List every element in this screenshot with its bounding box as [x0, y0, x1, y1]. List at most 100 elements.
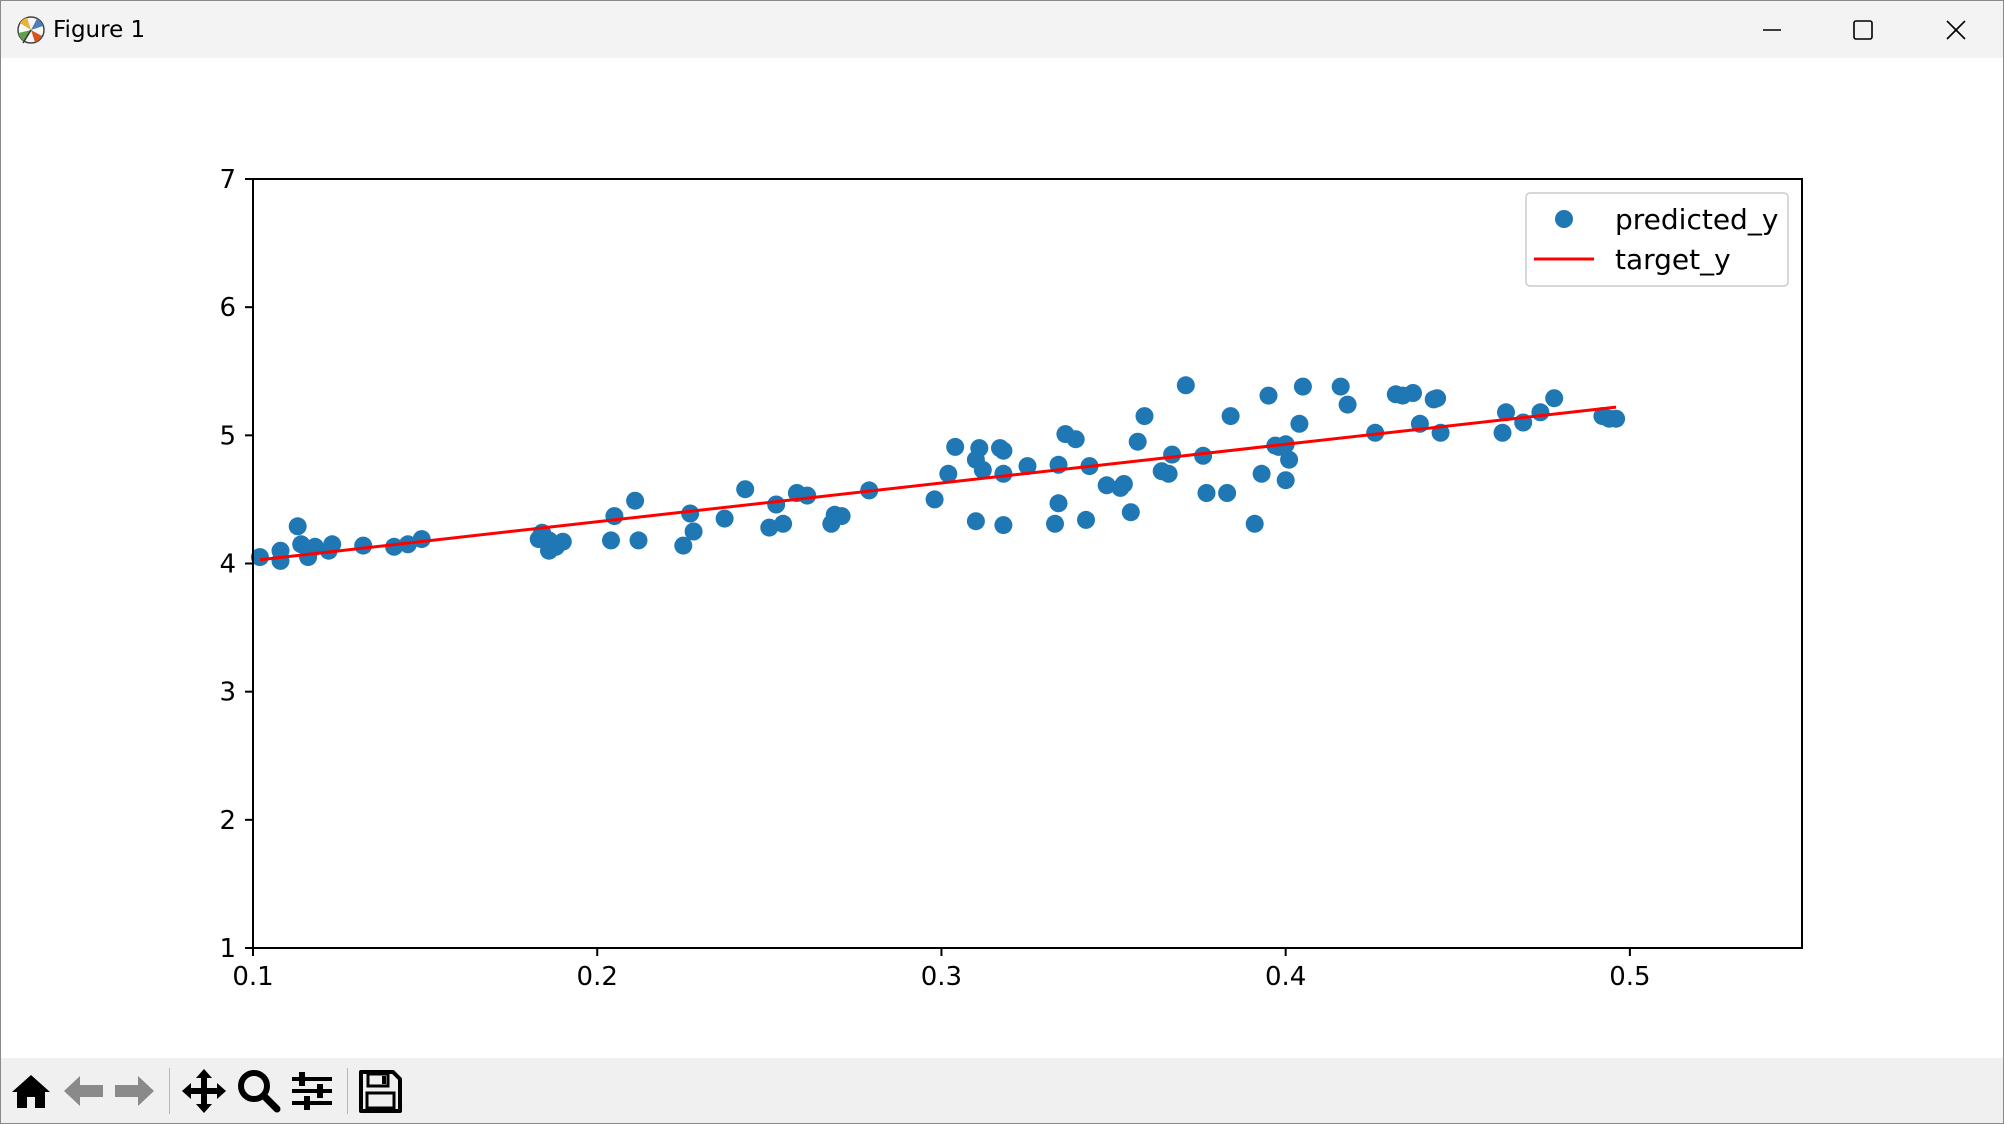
x-tick-label: 0.2 — [577, 962, 618, 992]
scatter-point — [1197, 484, 1216, 502]
scatter-point — [994, 516, 1013, 535]
scatter-point — [1276, 471, 1295, 490]
zoom-button[interactable] — [233, 1066, 283, 1116]
scatter-point — [306, 537, 324, 556]
scatter-point — [674, 536, 693, 555]
close-button[interactable] — [1909, 1, 2001, 58]
scatter-point — [736, 480, 755, 499]
window-title: Figure 1 — [53, 17, 146, 43]
scatter-point — [288, 517, 307, 536]
scatter-point — [715, 509, 734, 528]
scatter-point — [760, 518, 779, 537]
scatter-point — [684, 522, 703, 541]
scatter-point — [323, 535, 342, 554]
minimize-icon — [1763, 29, 1781, 31]
scatter-point — [1159, 464, 1178, 483]
scatter-point — [1331, 377, 1350, 396]
scatter-point — [1531, 403, 1550, 422]
scatter-point — [629, 531, 648, 550]
configure-subplots-button[interactable] — [287, 1066, 337, 1116]
scatter-point — [1252, 464, 1271, 483]
x-tick-label: 0.3 — [921, 962, 962, 992]
scatter-point — [970, 439, 989, 458]
pan-move-icon — [182, 1069, 226, 1113]
close-icon — [1946, 20, 1966, 40]
axis-ticks: 0.1 0.2 0.3 0.4 0.5 1 2 3 4 5 6 7 — [219, 165, 1650, 992]
forward-arrow-icon — [115, 1076, 154, 1106]
legend: predicted_y target_y — [1525, 192, 1789, 287]
save-button[interactable] — [355, 1066, 405, 1116]
scatter-point — [1245, 514, 1264, 533]
legend-frame — [1525, 192, 1789, 287]
home-icon — [12, 1075, 50, 1108]
plot-content — [250, 376, 1626, 570]
scatter-point — [1218, 484, 1237, 502]
scatter-point — [1066, 430, 1085, 449]
forward-button[interactable] — [109, 1066, 159, 1116]
y-tick-label: 2 — [219, 806, 236, 836]
navigation-toolbar — [1, 1058, 2003, 1123]
scatter-point — [1018, 457, 1037, 476]
scatter-point — [994, 464, 1013, 483]
scatter-point — [1607, 409, 1626, 428]
scatter-point — [385, 537, 404, 556]
back-button[interactable] — [59, 1066, 109, 1116]
y-tick-label: 3 — [219, 678, 236, 708]
scatter-point — [973, 460, 992, 479]
y-tick-label: 7 — [219, 165, 236, 195]
back-arrow-icon — [64, 1076, 103, 1106]
scatter-point — [553, 532, 572, 551]
scatter-point — [1049, 494, 1068, 513]
scatter-point — [1221, 407, 1240, 426]
scatter-point — [1194, 446, 1213, 465]
scatter-point — [1404, 384, 1422, 402]
home-button[interactable] — [6, 1066, 56, 1116]
sliders-icon — [292, 1072, 332, 1110]
scatter-point — [774, 514, 793, 533]
y-tick-label: 5 — [219, 421, 236, 451]
scatter-point — [1293, 377, 1312, 396]
toolbar-separator — [169, 1068, 170, 1114]
y-tick-label: 4 — [219, 550, 236, 580]
plot-canvas[interactable]: 0.1 0.2 0.3 0.4 0.5 1 2 3 4 5 6 7 predicted_y targe… — [1, 58, 2003, 1056]
scatter-point — [1290, 414, 1309, 433]
title-bar[interactable]: Figure 1 — [1, 1, 2003, 58]
scatter-point — [1497, 403, 1515, 422]
y-tick-label: 6 — [219, 293, 236, 323]
scatter-point — [1077, 510, 1095, 529]
scatter-point — [798, 486, 817, 505]
x-tick-label: 0.5 — [1609, 962, 1650, 992]
scatter-point — [767, 495, 786, 514]
scatter-point — [412, 530, 431, 549]
scatter-point — [1114, 475, 1133, 493]
zoom-magnifier-icon — [238, 1070, 281, 1113]
pan-button[interactable] — [179, 1066, 229, 1116]
scatter-point — [605, 507, 624, 526]
target-line — [259, 405, 1617, 562]
maximize-button[interactable] — [1817, 1, 1909, 58]
scatter-point — [994, 441, 1013, 460]
scatter-point — [1163, 445, 1182, 464]
scatter-point — [250, 548, 269, 567]
scatter-point — [966, 512, 985, 531]
maximize-icon — [1853, 20, 1873, 40]
scatter-point — [1121, 503, 1140, 522]
legend-marker-predicted-y — [1555, 210, 1573, 228]
legend-label-target-y: target_y — [1615, 243, 1731, 276]
scatter-point — [1493, 423, 1512, 442]
scatter-point — [1428, 389, 1447, 408]
matplotlib-app-icon — [17, 16, 45, 44]
scatter-point — [271, 551, 290, 570]
scatter-point — [925, 490, 944, 509]
x-tick-label: 0.4 — [1265, 962, 1306, 992]
save-floppy-icon — [359, 1070, 402, 1113]
scatter-point — [1097, 476, 1116, 495]
scatter-point — [1259, 386, 1278, 405]
scatter-point — [626, 491, 645, 510]
scatter-point — [1338, 395, 1357, 414]
scatter-point — [1176, 376, 1195, 395]
y-tick-label: 1 — [219, 934, 236, 964]
minimize-button[interactable] — [1725, 1, 1817, 58]
axes-frame — [252, 178, 1803, 949]
